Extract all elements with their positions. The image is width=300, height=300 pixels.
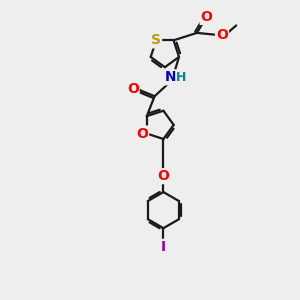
- Text: S: S: [151, 33, 161, 47]
- Text: O: O: [136, 127, 148, 141]
- Text: I: I: [161, 240, 166, 254]
- Text: O: O: [127, 82, 139, 96]
- Text: O: O: [216, 28, 228, 42]
- Text: N: N: [164, 70, 176, 84]
- Text: H: H: [176, 71, 187, 84]
- Text: O: O: [201, 10, 212, 24]
- Text: O: O: [158, 169, 169, 183]
